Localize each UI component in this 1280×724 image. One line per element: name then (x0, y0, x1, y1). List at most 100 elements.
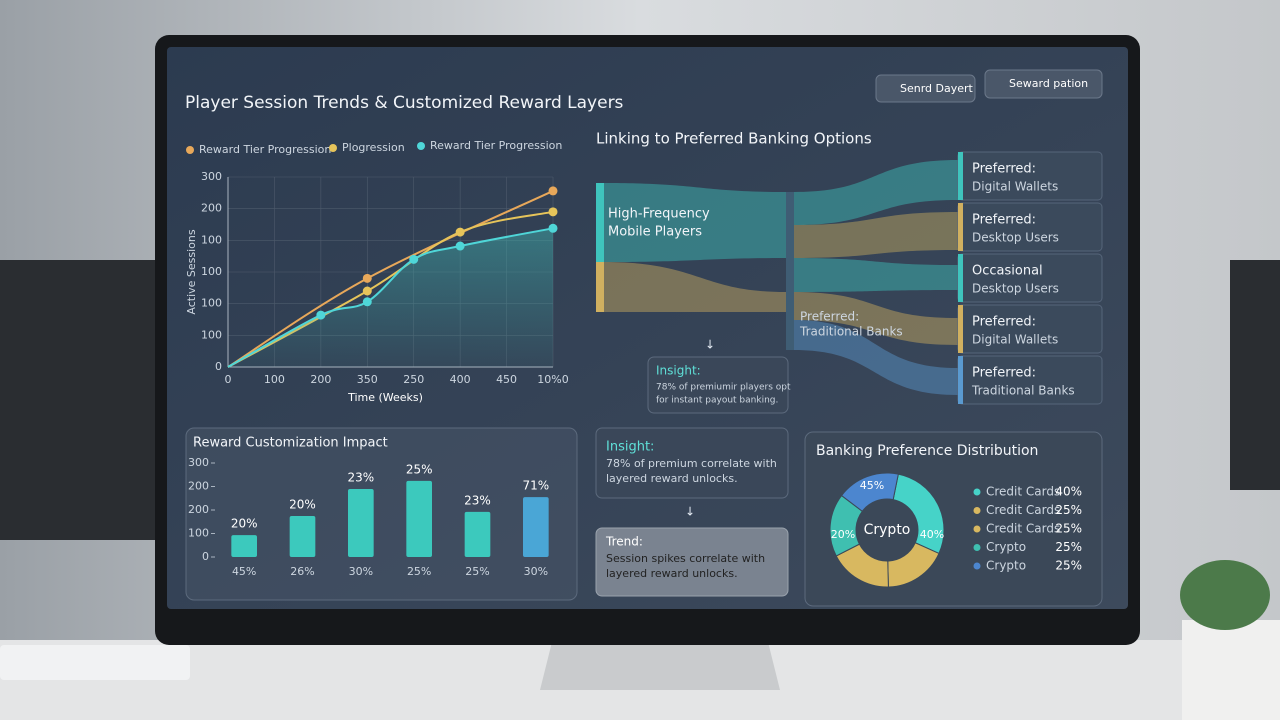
target-bar (958, 152, 963, 200)
point (409, 254, 419, 264)
card-text: Session spikes correlate with (606, 552, 765, 565)
sankey-flows (604, 160, 958, 395)
legend-label: Crypto (986, 559, 1026, 573)
y-tick-label: 100 (201, 265, 222, 278)
target-bar (958, 305, 963, 353)
y-tick-label: 100 (188, 527, 209, 540)
legend-dot (186, 146, 194, 154)
bar-annotation: 20% (231, 517, 258, 531)
target-title: Preferred: (972, 162, 1036, 177)
insight-title: Insight: (656, 364, 701, 378)
button-label[interactable]: Seward pation (1009, 77, 1088, 90)
target-bar (958, 254, 963, 302)
arrow: ↓ (685, 505, 695, 519)
legend-dot (973, 544, 981, 551)
sankey-node (596, 183, 604, 262)
bar (231, 535, 257, 557)
plant (1180, 560, 1270, 630)
legend-label: Credit Cards (986, 522, 1060, 536)
legend-value: 25% (1055, 503, 1082, 517)
insight-text: for instant payout banking. (656, 396, 778, 406)
card-text: 78% of premium correlate with (606, 457, 777, 470)
node-label: Preferred: (800, 310, 859, 324)
target-sub: Desktop Users (972, 282, 1059, 296)
target-title: Preferred: (972, 213, 1036, 228)
segment-label: 40% (920, 528, 944, 541)
bar-annotation: 23% (347, 471, 374, 485)
x-tick-label: 450 (496, 373, 517, 386)
card-title: Insight: (606, 440, 654, 455)
x-tick-label: 100 (264, 373, 285, 386)
segment-label: 45% (860, 479, 884, 492)
bar-annotation: 25% (406, 462, 433, 476)
x-axis-label: Time (Weeks) (347, 391, 423, 404)
sankey-node (596, 262, 604, 312)
legend-label: Reward Tier Progression (430, 139, 562, 152)
target-sub: Digital Wallets (972, 180, 1058, 194)
bar-annotation: 23% (464, 493, 491, 507)
node-label: Traditional Banks (799, 325, 903, 339)
card-title: Trend: (605, 535, 643, 549)
keyboard (0, 645, 190, 680)
panel-title: Banking Preference Distribution (816, 443, 1038, 459)
x-tick-label: 250 (403, 373, 424, 386)
bar-annotation: 71% (522, 479, 549, 493)
target-title: Occasional (972, 264, 1043, 279)
center-label: Crypto (864, 522, 911, 538)
y-tick-label: 100 (201, 233, 222, 246)
legend-value: 25% (1055, 522, 1082, 536)
sankey-title: Linking to Preferred Banking Options (596, 130, 872, 148)
legend-label: Reward Tier Progression (199, 143, 331, 156)
plant-pot (1182, 620, 1280, 720)
card-text: layered reward unlocks. (606, 472, 738, 485)
y-tick-label: 300 (201, 170, 222, 183)
target-bar (958, 203, 963, 251)
y-tick-label: 300 (188, 456, 209, 469)
series-line (227, 227, 554, 368)
legend-value: 25% (1055, 540, 1082, 554)
target-sub: Digital Wallets (972, 333, 1058, 347)
x-tick-label: 400 (450, 373, 471, 386)
legend-dot (973, 507, 981, 514)
node-label: High-Frequency (608, 207, 710, 222)
button[interactable] (875, 74, 976, 103)
legend-dot (329, 144, 337, 152)
point (362, 273, 372, 283)
donut-segment (840, 472, 899, 512)
bar (406, 480, 432, 557)
segment-label: 20% (831, 528, 855, 541)
point (548, 207, 558, 217)
button-label[interactable]: Senrd Dayert (900, 82, 974, 95)
insight-text: 78% of premiumir players opt (656, 383, 791, 393)
target-title: Preferred: (972, 366, 1036, 381)
legend-dot (973, 562, 981, 570)
x-tick-label: 30% (349, 565, 373, 578)
button[interactable] (984, 69, 1103, 99)
point (362, 286, 372, 296)
legend-label: Credit Cards (986, 485, 1060, 499)
side-monitor (0, 260, 160, 540)
trend-card (595, 527, 789, 597)
legend-label: Plogression (342, 141, 405, 154)
legend-value: 40% (1055, 485, 1082, 499)
node-label: Mobile Players (608, 225, 702, 240)
target-title: Preferred: (972, 315, 1036, 330)
y-tick-label: 0 (215, 360, 222, 373)
legend-label: Crypto (986, 540, 1026, 554)
x-tick-label: 200 (310, 373, 331, 386)
target-bar (958, 356, 963, 404)
bar (289, 515, 316, 557)
x-tick-label: 45% (232, 565, 256, 578)
y-tick-label: 200 (201, 202, 222, 215)
legend-value: 25% (1055, 559, 1082, 573)
x-tick-label: 350 (357, 373, 378, 386)
x-tick-label: 0 (225, 373, 232, 386)
point (548, 186, 558, 196)
sankey-node (786, 192, 794, 350)
insight-card (595, 427, 789, 499)
x-tick-label: 26% (290, 565, 314, 578)
legend-dot (417, 142, 425, 150)
bar (348, 489, 374, 557)
legend-dot (973, 525, 981, 533)
